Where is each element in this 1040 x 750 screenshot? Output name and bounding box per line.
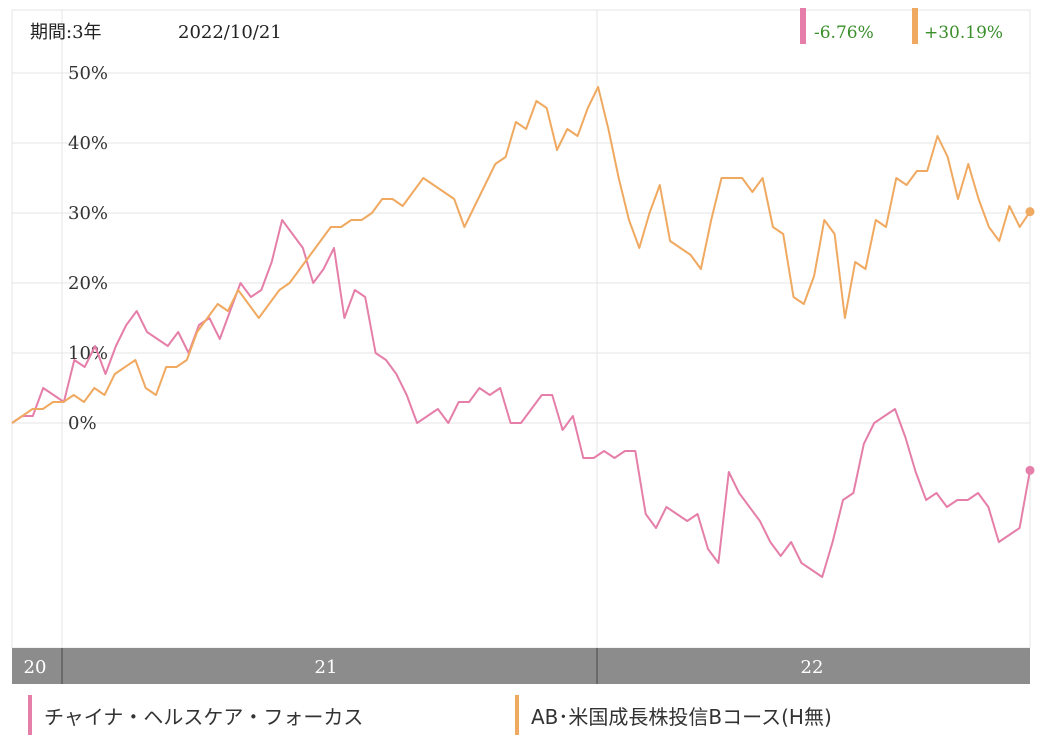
series-line-0	[11, 219, 1031, 578]
legend-swatch-china-healthcare	[28, 695, 32, 735]
y-tick-label: 30%	[68, 203, 108, 224]
y-tick-label: 50%	[68, 63, 108, 84]
chart-header: 期間:3年 2022/10/21 -6.76% +30.19%	[30, 8, 1003, 44]
y-tick-label: 20%	[68, 273, 108, 294]
legend-item-china-healthcare: チャイナ・ヘルスケア・フォーカス	[28, 695, 363, 735]
legend-item-ab-us-growth: AB･米国成長株投信Bコース(H無)	[515, 695, 832, 735]
x-tick-label: 20	[24, 657, 47, 678]
return-value-china-healthcare: -6.76%	[814, 23, 874, 43]
series-end-point-0	[1025, 465, 1035, 475]
legend-label-ab-us-growth: AB･米国成長株投信Bコース(H無)	[531, 704, 832, 729]
return-swatch-china-healthcare	[800, 8, 806, 44]
return-value-ab-us-growth: +30.19%	[924, 23, 1003, 43]
plot-frame	[11, 9, 1031, 649]
period-label: 期間:3年	[30, 22, 102, 43]
series-line-1	[11, 86, 1031, 424]
y-tick-label: 40%	[68, 133, 108, 154]
line-chart: 0% 10% 20% 30% 40% 50% 20 21 22 期間:3年 2022/10/2…	[11, 8, 1035, 684]
x-axis-bar	[12, 648, 1030, 684]
x-tick-label: 21	[315, 657, 338, 678]
x-tick-label: 22	[801, 657, 824, 678]
y-tick-label: 0%	[68, 413, 97, 434]
series-end-point-1	[1025, 207, 1035, 217]
grid-lines	[11, 9, 1031, 649]
series-lines	[11, 86, 1035, 578]
legend-label-china-healthcare: チャイナ・ヘルスケア・フォーカス	[44, 704, 364, 729]
date-label: 2022/10/21	[178, 22, 282, 43]
return-swatch-ab-us-growth	[912, 8, 918, 44]
y-tick-label: 10%	[68, 343, 108, 364]
x-axis-band: 20 21 22	[12, 648, 1030, 684]
y-axis-labels: 0% 10% 20% 30% 40% 50%	[68, 63, 108, 434]
legend-swatch-ab-us-growth	[515, 695, 519, 735]
